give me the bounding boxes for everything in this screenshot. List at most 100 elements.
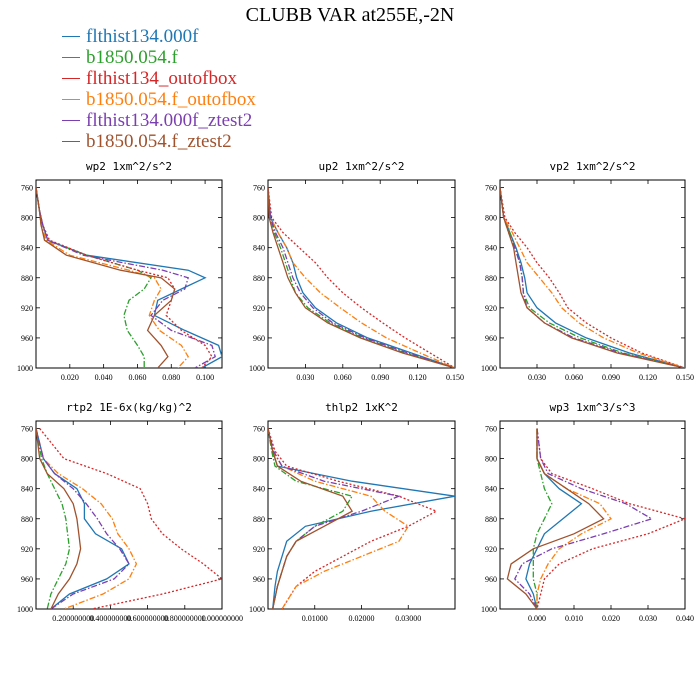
y-tick-label: 1000 [481,605,497,614]
x-tick-label: 0.030 [528,373,546,382]
legend-label: b1850.054.f [86,46,178,68]
y-tick-label: 760 [485,184,497,193]
y-tick-label: 800 [253,455,265,464]
series-line [36,428,71,609]
y-tick-label: 960 [485,334,497,343]
series-line [36,187,190,368]
x-tick-label: 0.120 [639,373,657,382]
series-line [268,187,455,368]
x-tick-label: 0.02000 [349,614,375,623]
y-tick-label: 840 [485,244,497,253]
x-tick-label: 0.030 [296,373,314,382]
y-tick-label: 840 [21,244,33,253]
series-line [36,187,222,368]
legend-label: flthist134.000f [86,25,199,47]
y-tick-label: 760 [253,425,265,434]
legend-label: b1850.054.f_outofbox [86,88,256,110]
x-tick-label: 0.03000 [395,614,421,623]
y-tick-label: 800 [485,455,497,464]
y-tick-label: 840 [253,485,265,494]
series-line [36,187,216,368]
x-tick-label: 0.090 [371,373,389,382]
x-tick-label: 0.150 [676,373,694,382]
y-tick-label: 880 [253,515,265,524]
legend-item: flthist134.000f [62,26,256,47]
panel-title: thlp2 1xK^2 [325,401,398,414]
legend-item: b1850.054.f [62,47,256,68]
legend-swatch [62,141,80,142]
series-line [532,428,553,609]
series-line [268,187,455,368]
y-tick-label: 1000 [17,605,33,614]
legend-swatch [62,57,80,58]
legend-swatch [62,120,80,121]
legend-swatch [62,36,80,37]
panel: thlp2 1xK^2 760 800 840 880 920 960 1000 0.01000… [249,401,456,623]
panel-title: vp2 1xm^2/s^2 [549,160,635,173]
legend-label: flthist134_outofbox [86,67,237,89]
x-tick-label: 0.020 [61,373,79,382]
legend-label: b1850.054.f_ztest2 [86,130,232,152]
series-line [536,428,685,609]
legend-label: flthist134.000f_ztest2 [86,109,253,131]
panel: rtp2 1E-6x(kg/kg)^2 760 800 840 880 920 960 100… [17,401,243,623]
y-tick-label: 800 [21,214,33,223]
x-tick-label: 0.150 [446,373,464,382]
legend-swatch [62,78,80,79]
x-tick-label: 0.040 [95,373,113,382]
y-tick-label: 920 [253,545,265,554]
y-tick-label: 760 [253,184,265,193]
x-tick-label: 0.010 [565,614,583,623]
x-tick-label: 0.060 [565,373,583,382]
x-tick-label: 0.01000 [302,614,328,623]
y-tick-label: 1000 [249,364,265,373]
panel: vp2 1xm^2/s^2 760 800 840 880 920 960 1000 0.030… [481,160,694,382]
x-tick-label: 0.200000000 [52,614,94,623]
legend-item: b1850.054.f_ztest2 [62,131,256,152]
figure-title: CLUBB VAR at255E,-2N [245,4,455,26]
panel-title: up2 1xm^2/s^2 [318,160,404,173]
x-tick-label: 0.040 [676,614,694,623]
y-tick-label: 1000 [481,364,497,373]
series-line [268,428,402,609]
y-tick-label: 880 [485,274,497,283]
series-line [268,187,455,368]
y-tick-label: 760 [21,425,33,434]
series-line [500,187,685,368]
legend-item: b1850.054.f_outofbox [62,89,256,110]
series-line [268,428,354,609]
y-tick-label: 960 [253,575,265,584]
series-line [500,187,685,368]
series-line [36,428,130,609]
series-line [500,187,685,368]
y-tick-label: 880 [21,274,33,283]
series-line [506,428,605,609]
series-line [39,428,222,609]
y-tick-label: 880 [21,515,33,524]
series-line [268,187,455,368]
series-line [500,187,685,368]
y-tick-label: 920 [485,304,497,313]
series-line [36,428,138,609]
panel: wp2 1xm^2/s^2 760 800 840 880 920 960 1000 0.020… [17,160,223,382]
x-tick-label: 0.600000000 [127,614,169,623]
y-tick-label: 840 [21,485,33,494]
x-tick-label: 0.090 [602,373,620,382]
series-line [36,428,130,609]
y-tick-label: 760 [21,184,33,193]
y-tick-label: 1000 [17,364,33,373]
y-tick-label: 800 [253,214,265,223]
x-tick-label: 0.100 [196,373,214,382]
plot-frame [267,420,456,610]
y-tick-label: 920 [21,545,33,554]
y-tick-label: 920 [21,304,33,313]
legend-item: flthist134.000f_ztest2 [62,110,256,131]
x-tick-label: 0.800000000 [164,614,206,623]
y-tick-label: 960 [21,334,33,343]
panel: up2 1xm^2/s^2 760 800 840 880 920 960 1000 0.030… [249,160,464,382]
y-tick-label: 840 [253,244,265,253]
panel-title: rtp2 1E-6x(kg/kg)^2 [66,401,192,414]
legend: flthist134.000f b1850.054.f flthist134_out… [62,26,256,152]
plot-frame [499,420,686,610]
